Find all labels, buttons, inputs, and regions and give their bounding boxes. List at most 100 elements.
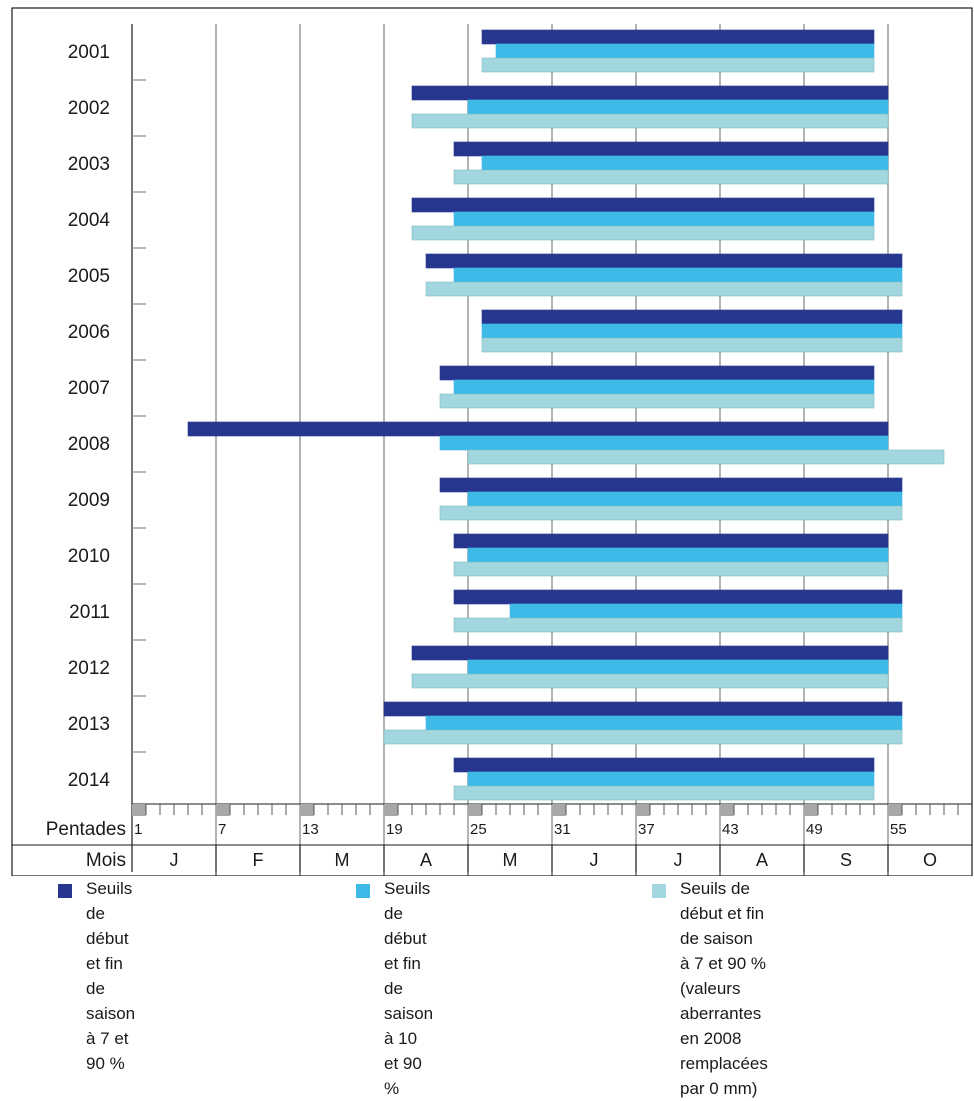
pentade-major-tick <box>552 804 566 816</box>
bar-2006-series-3 <box>481 337 903 353</box>
bar-2004-series-1 <box>411 197 875 213</box>
year-label-2001: 2001 <box>68 42 110 63</box>
bar-2014-series-1 <box>453 757 875 773</box>
pentade-major-tick <box>636 804 650 816</box>
legend-line: saison à 7 et 90 % <box>86 1004 136 1073</box>
legend-line: en 2008 remplacées par 0 mm) <box>680 1029 768 1098</box>
bar-2010-series-1 <box>453 533 889 549</box>
pentade-major-tick <box>132 804 146 816</box>
pentade-major-tick <box>384 804 398 816</box>
pentade-major-tick <box>300 804 314 816</box>
bar-2014-series-2 <box>467 771 875 787</box>
bar-2011-series-3 <box>453 617 903 633</box>
bar-2002-series-1 <box>411 85 889 101</box>
bar-2001-series-1 <box>481 29 875 45</box>
year-label-2009: 2009 <box>68 490 110 511</box>
bar-2007-series-2 <box>453 379 875 395</box>
bar-2009-series-2 <box>467 491 903 507</box>
year-label-2010: 2010 <box>68 546 110 567</box>
pentade-major-tick <box>720 804 734 816</box>
year-label-2006: 2006 <box>68 322 110 343</box>
year-label-2005: 2005 <box>68 266 110 287</box>
bar-2008-series-1 <box>187 421 889 437</box>
pentade-major-tick <box>216 804 230 816</box>
legend-text-series-2: Seuils de début et fin de saison à 10 et… <box>384 876 433 1101</box>
bar-2006-series-2 <box>481 323 903 339</box>
pentade-tick-label: 19 <box>386 821 403 838</box>
month-label: J <box>170 850 179 870</box>
bar-2007-series-1 <box>439 365 875 381</box>
month-label: S <box>840 850 852 870</box>
bar-2005-series-1 <box>425 253 903 269</box>
mois-axis-title: Mois <box>86 850 126 871</box>
legend-line: Seuils de début et fin de saison <box>680 879 765 948</box>
bar-2014-series-3 <box>453 785 875 801</box>
bar-2001-series-3 <box>481 57 875 73</box>
bar-2008-series-3 <box>467 449 945 465</box>
month-label: M <box>503 850 518 870</box>
legend-line: Seuils de début et fin de <box>86 879 133 998</box>
pentade-tick-label: 7 <box>218 821 226 838</box>
bar-2011-series-1 <box>453 589 903 605</box>
legend-text-series-3: Seuils de début et fin de saison à 7 et … <box>680 876 768 1101</box>
outer-frame <box>11 7 973 876</box>
bar-2010-series-2 <box>467 547 889 563</box>
legend-text-series-1: Seuils de début et fin de saison à 7 et … <box>86 876 135 1076</box>
month-axis: Mois J F M A M J J A S O <box>12 844 972 876</box>
pentade-tick-label: 37 <box>638 821 655 838</box>
pentade-tick-label: 31 <box>554 821 571 838</box>
month-label: A <box>756 850 768 870</box>
year-label-2011: 2011 <box>69 602 110 623</box>
bar-2003-series-3 <box>453 169 889 185</box>
bar-2012-series-1 <box>411 645 889 661</box>
bar-2004-series-2 <box>453 211 875 227</box>
legend: Seuils de début et fin de saison à 7 et … <box>0 876 974 1098</box>
pentade-major-tick <box>468 804 482 816</box>
bar-2012-series-2 <box>467 659 889 675</box>
pentade-tick-label: 55 <box>890 821 907 838</box>
bar-2003-series-2 <box>481 155 889 171</box>
bar-2003-series-1 <box>453 141 889 157</box>
bar-2005-series-3 <box>425 281 903 297</box>
bar-2013-series-3 <box>383 729 903 745</box>
bar-2013-series-1 <box>383 701 903 717</box>
year-label-2013: 2013 <box>68 714 110 735</box>
gantt-chart: 2001 2002 2003 2004 2005 2006 2007 2008 2009 2010… <box>11 7 973 876</box>
bar-2002-series-3 <box>411 113 889 129</box>
bar-2004-series-3 <box>411 225 875 241</box>
pentade-major-tick <box>804 804 818 816</box>
bar-2012-series-3 <box>411 673 889 689</box>
bar-2002-series-2 <box>467 99 889 115</box>
month-label: J <box>590 850 599 870</box>
pentade-tick-label: 1 <box>134 821 142 838</box>
legend-swatch-series-3 <box>652 884 666 898</box>
year-label-2008: 2008 <box>68 434 110 455</box>
month-label: F <box>253 850 264 870</box>
month-label: J <box>674 850 683 870</box>
year-label-2007: 2007 <box>68 378 110 399</box>
bar-2013-series-2 <box>425 715 903 731</box>
bar-2001-series-2 <box>495 43 875 59</box>
year-labels: 2001 2002 2003 2004 2005 2006 2007 2008 2009 2010… <box>68 42 111 791</box>
pentade-tick-label: 13 <box>302 821 319 838</box>
pentade-tick-label: 49 <box>806 821 823 838</box>
legend-swatch-series-1 <box>58 884 72 898</box>
bar-2009-series-3 <box>439 505 903 521</box>
month-label: M <box>335 850 350 870</box>
bar-2005-series-2 <box>453 267 903 283</box>
legend-line: saison à 10 et 90 % <box>384 1004 434 1098</box>
year-label-2014: 2014 <box>68 770 111 791</box>
pentade-tick-label: 25 <box>470 821 487 838</box>
year-label-2012: 2012 <box>68 658 110 679</box>
bar-2011-series-2 <box>509 603 903 619</box>
bar-series <box>187 29 945 801</box>
legend-swatch-series-2 <box>356 884 370 898</box>
pentade-axis: 1 7 13 19 25 31 37 43 49 55 Pentades <box>46 803 972 840</box>
pentade-major-tick <box>888 804 902 816</box>
legend-line: à 7 et 90 % (valeurs aberrantes <box>680 954 767 1023</box>
bar-2010-series-3 <box>453 561 889 577</box>
year-label-2004: 2004 <box>68 210 111 231</box>
bar-2007-series-3 <box>439 393 875 409</box>
year-label-2003: 2003 <box>68 154 110 175</box>
pentades-axis-title: Pentades <box>46 819 126 840</box>
